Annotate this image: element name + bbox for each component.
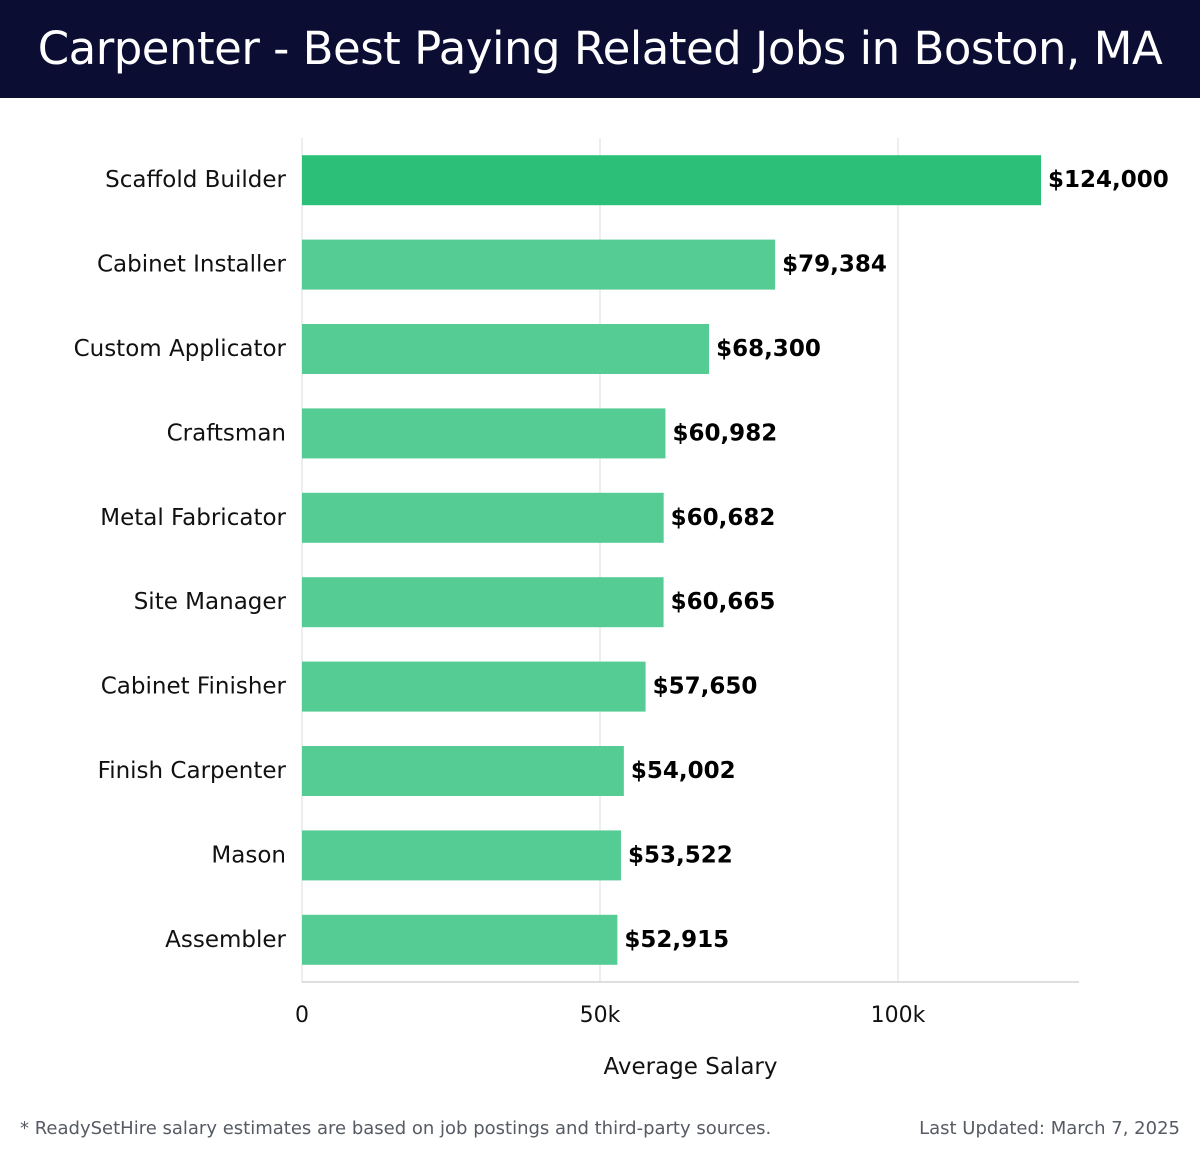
category-label: Cabinet Installer: [97, 252, 287, 278]
salary-bar-chart: Scaffold Builder $124,000 Cabinet Installe…: [74, 138, 1169, 1080]
bar-6: [302, 577, 664, 628]
category-label: Cabinet Finisher: [101, 674, 287, 700]
bar-4: [302, 408, 666, 459]
category-label: Scaffold Builder: [105, 167, 286, 193]
bar-2: [302, 239, 776, 290]
value-label: $60,682: [671, 505, 776, 531]
last-updated: Last Updated: March 7, 2025: [919, 1118, 1180, 1139]
bar-10: [302, 914, 618, 965]
value-label: $53,522: [628, 842, 733, 868]
category-label: Craftsman: [167, 420, 286, 446]
value-label: $57,650: [653, 674, 758, 700]
x-tick-label: 100k: [871, 1003, 926, 1028]
category-label: Assembler: [165, 927, 286, 953]
x-tick-label: 0: [295, 1003, 309, 1028]
bar-9: [302, 830, 621, 881]
x-axis-title: Average Salary: [603, 1054, 777, 1080]
value-label: $124,000: [1048, 167, 1169, 193]
bar-8: [302, 746, 624, 796]
x-tick-label: 50k: [580, 1003, 621, 1028]
bar-5: [302, 492, 664, 543]
value-label: $54,002: [631, 758, 736, 784]
page-title: Carpenter - Best Paying Related Jobs in …: [37, 22, 1163, 75]
category-label: Finish Carpenter: [98, 758, 287, 784]
bar-1: [302, 155, 1042, 206]
bar-7: [302, 661, 646, 712]
category-label: Mason: [211, 842, 286, 868]
value-label: $60,665: [671, 589, 776, 615]
category-label: Custom Applicator: [74, 336, 287, 362]
header-bar: Carpenter - Best Paying Related Jobs in …: [0, 0, 1200, 98]
category-label: Metal Fabricator: [100, 505, 286, 531]
value-label: $52,915: [624, 927, 729, 953]
bar-3: [302, 324, 710, 374]
footer-note: * ReadySetHire salary estimates are base…: [20, 1118, 772, 1139]
value-label: $60,982: [672, 420, 777, 446]
category-label: Site Manager: [134, 589, 287, 615]
value-label: $79,384: [782, 252, 887, 278]
value-label: $68,300: [716, 336, 821, 362]
